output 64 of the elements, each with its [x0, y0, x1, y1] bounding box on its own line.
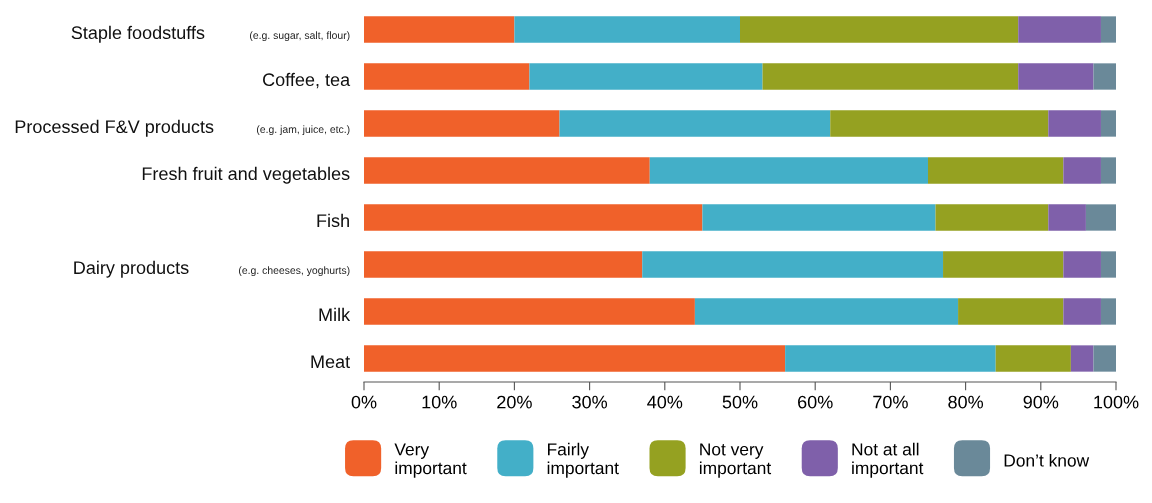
- bar: [559, 110, 831, 137]
- bar: [364, 16, 515, 43]
- bar: [649, 157, 928, 184]
- bar: [1093, 63, 1116, 90]
- bar: [740, 16, 1019, 43]
- x-tick-label: 30%: [572, 395, 608, 409]
- bar: [1085, 204, 1116, 231]
- bar: [1063, 157, 1101, 184]
- bar: [928, 157, 1064, 184]
- bar: [1093, 345, 1116, 372]
- bar: [529, 63, 763, 90]
- bar: [1100, 157, 1116, 184]
- bar: [1018, 16, 1101, 43]
- bar: [1048, 204, 1086, 231]
- bar: [1070, 345, 1094, 372]
- y-tick-label: Fish: [317, 213, 349, 228]
- bar: [958, 298, 1064, 325]
- x-tick-label: 0%: [351, 395, 377, 409]
- bar: [1018, 63, 1094, 90]
- x-tick-label: 10%: [422, 395, 457, 409]
- bar: [1100, 16, 1116, 43]
- x-tick-label: 40%: [647, 395, 683, 409]
- y-tick-label: Coffee, tea: [263, 72, 351, 89]
- bar: [514, 16, 740, 43]
- bar: [1100, 298, 1116, 325]
- y-tick-label: Milk: [319, 307, 351, 321]
- bar: [1063, 298, 1101, 325]
- x-tick-label: 50%: [722, 395, 758, 409]
- bar: [1100, 251, 1116, 278]
- bar: [694, 298, 959, 325]
- y-tick-label: Meat: [311, 355, 350, 369]
- bar: [364, 63, 530, 90]
- bar: [364, 110, 560, 137]
- bar: [364, 204, 703, 231]
- x-tick-label: 70%: [873, 395, 908, 409]
- bar: [1048, 110, 1101, 137]
- category-label: Staple foodstuffs (e.g. sugar, salt, flour): [71, 25, 350, 43]
- bar: [1063, 251, 1101, 278]
- bar: [364, 345, 786, 372]
- bar: [364, 157, 650, 184]
- legend-label: Not very important: [699, 443, 772, 478]
- bar: [642, 251, 944, 278]
- bar: [830, 110, 1049, 137]
- category-label: Processed F&V products (e.g. jam, juice, etc.): [15, 119, 350, 137]
- legend-label: Don’t know: [1004, 453, 1090, 467]
- bar: [785, 345, 996, 372]
- category-label: Dairy products (e.g. cheeses, yoghurts): [74, 260, 350, 278]
- bar: [364, 251, 643, 278]
- bar: [762, 63, 1019, 90]
- bar: [935, 204, 1049, 231]
- y-tick-label: Fresh fruit and vegetables: [142, 166, 350, 184]
- bar: [943, 251, 1064, 278]
- x-tick-label: 20%: [497, 395, 532, 409]
- legend-label: Very important: [394, 443, 467, 478]
- bar: [1100, 110, 1116, 137]
- bar: [364, 298, 695, 325]
- x-tick-label: 60%: [798, 395, 833, 409]
- bar: [702, 204, 936, 231]
- legend-label: Fairly important: [547, 442, 619, 478]
- x-tick-label: 80%: [948, 395, 984, 409]
- legend-label: Not at all important: [852, 442, 924, 478]
- x-tick-label: 100%: [1094, 395, 1139, 409]
- x-tick-label: 90%: [1023, 395, 1059, 409]
- bar: [995, 345, 1071, 372]
